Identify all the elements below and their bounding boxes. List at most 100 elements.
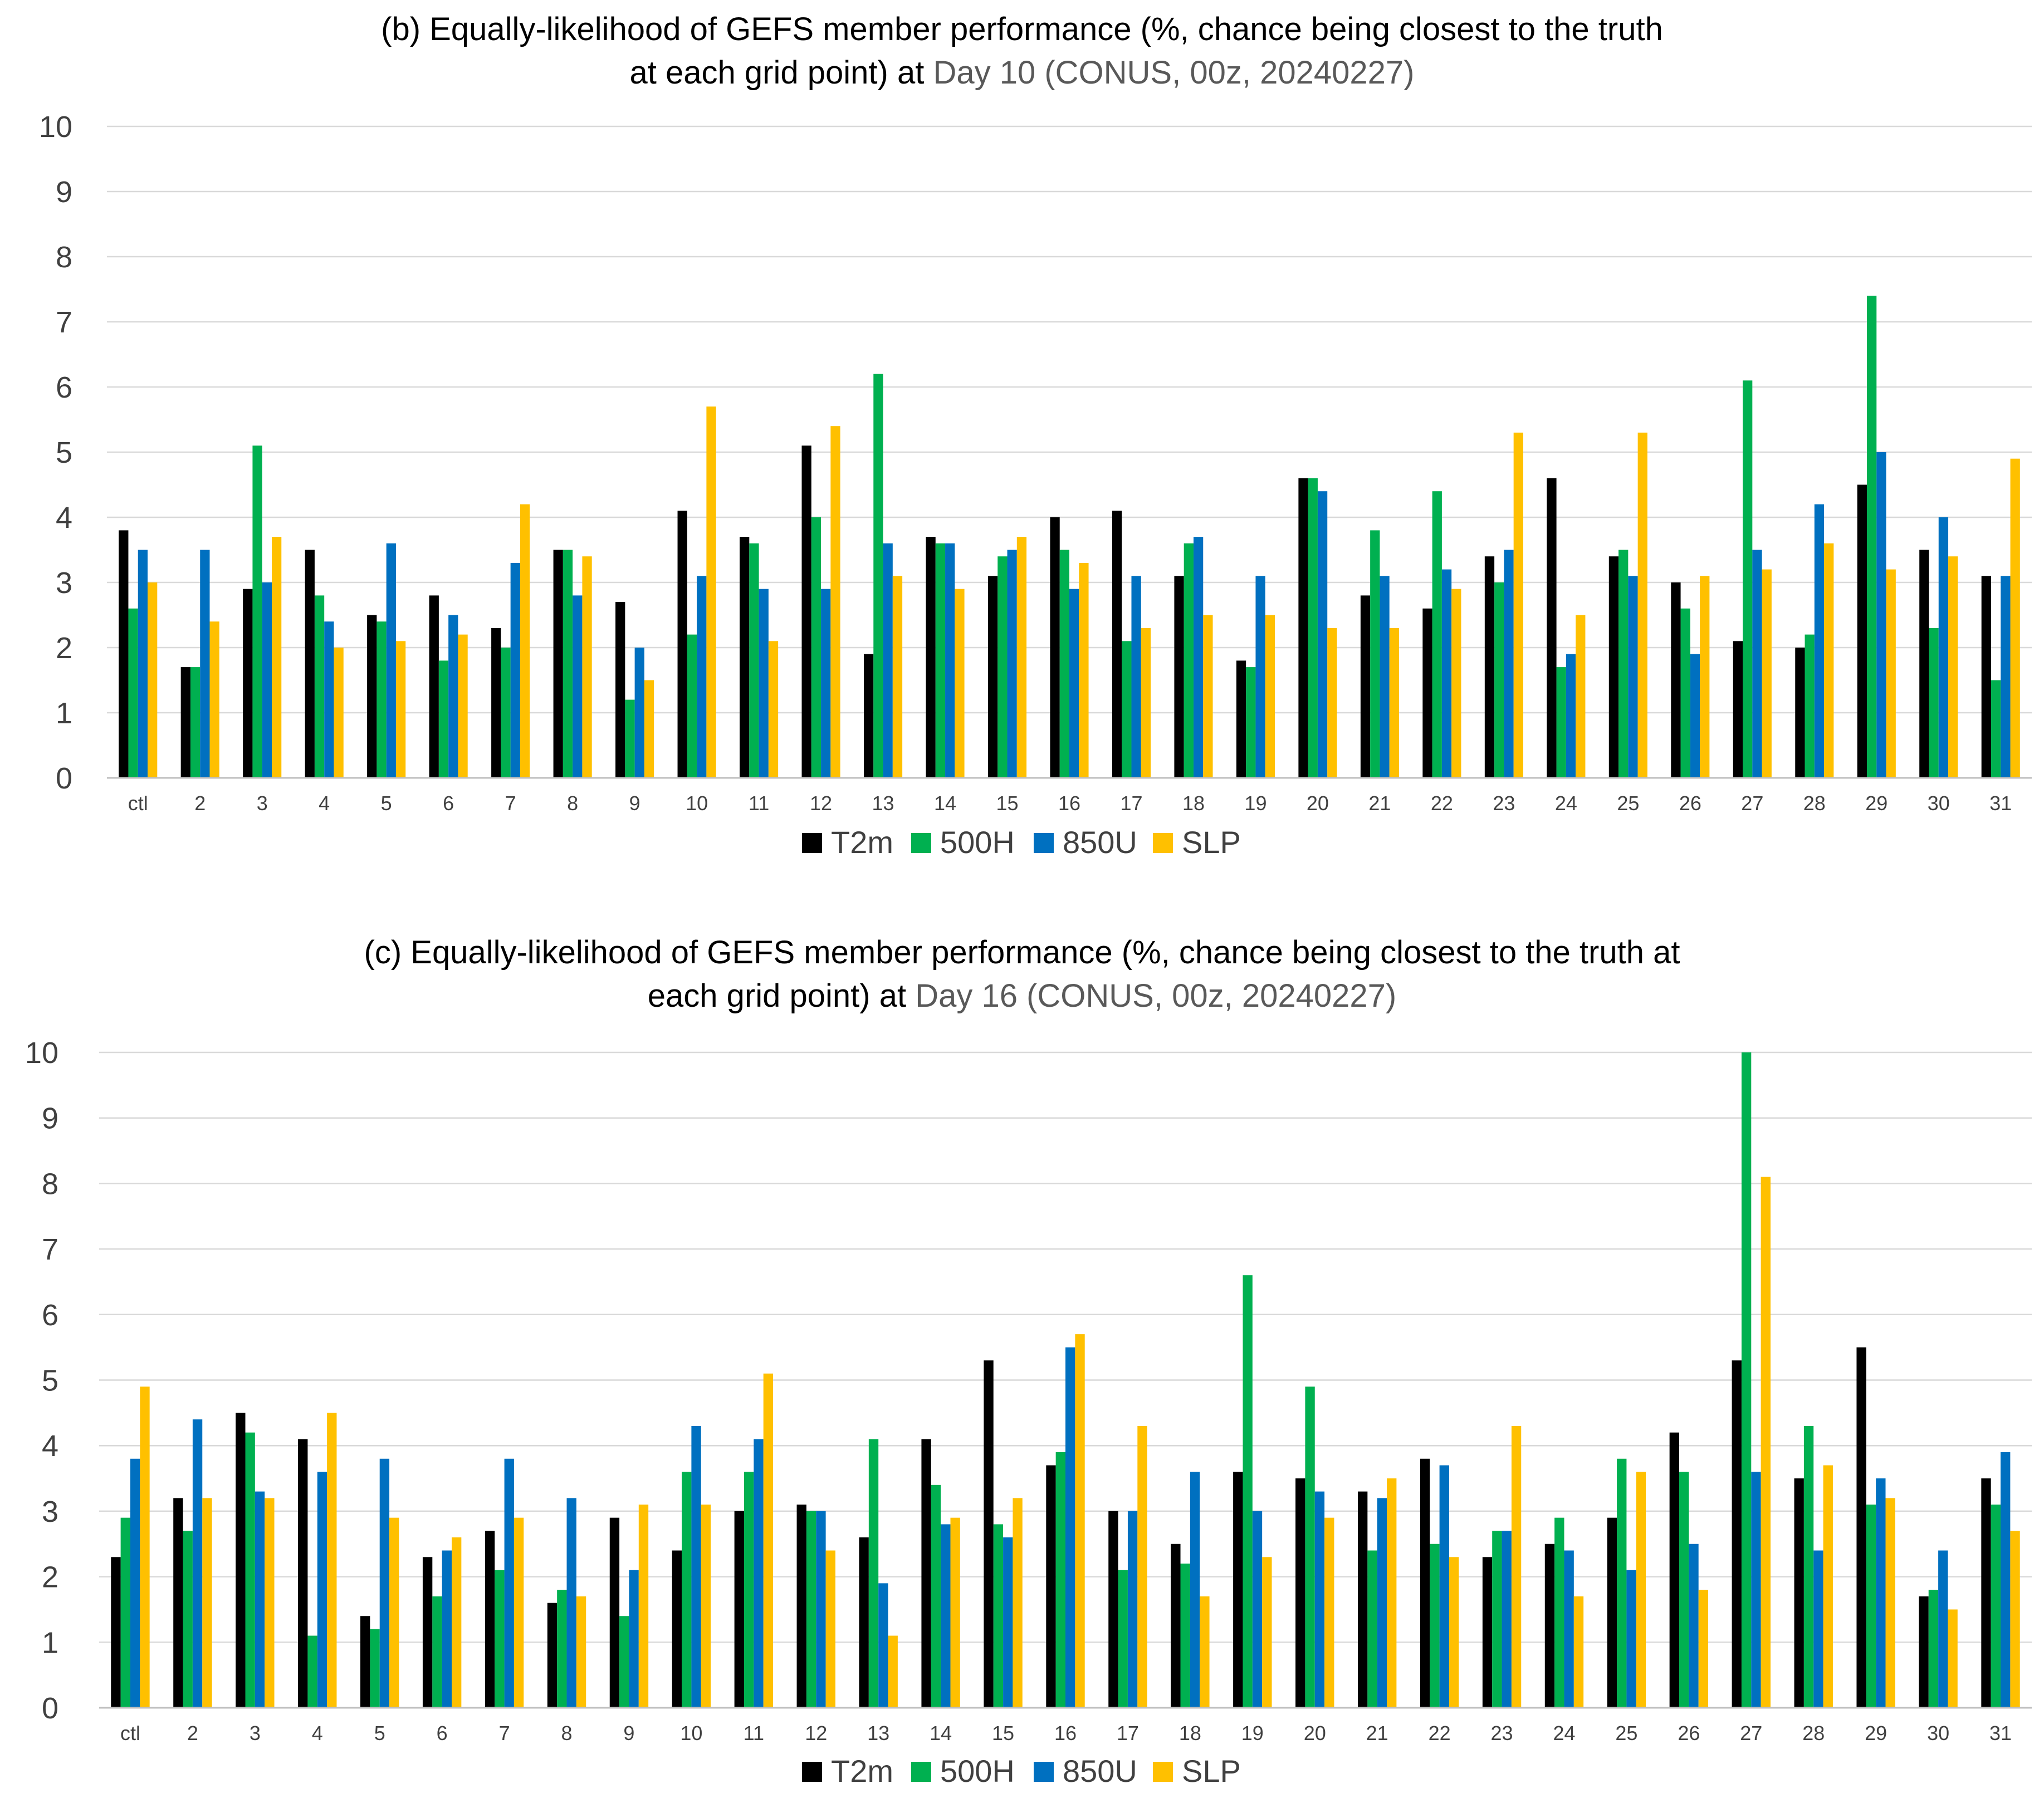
x-tick-label: 26 <box>1678 1722 1700 1745</box>
bar-t2m-12 <box>801 445 811 778</box>
bar-500h-15 <box>997 556 1008 778</box>
bar-850u-8 <box>573 595 583 778</box>
bar-t2m-28 <box>1794 1478 1804 1708</box>
bar-slp-18 <box>1200 1596 1210 1708</box>
bar-850u-20 <box>1317 491 1328 778</box>
bar-t2m-ctl <box>111 1557 121 1708</box>
bar-slp-4 <box>334 648 344 778</box>
bar-t2m-21 <box>1360 595 1371 778</box>
bar-850u-13 <box>878 1583 888 1708</box>
legend-swatch-t2m <box>802 833 822 853</box>
bar-t2m-2 <box>180 667 190 778</box>
x-tick-label: 9 <box>629 792 640 815</box>
x-tick-label: 30 <box>1928 792 1950 815</box>
bar-slp-26 <box>1698 1590 1709 1708</box>
bar-850u-23 <box>1502 1531 1512 1708</box>
bar-500h-28 <box>1805 634 1815 778</box>
bar-850u-27 <box>1752 550 1762 778</box>
bar-500h-31 <box>1991 1505 2001 1708</box>
bar-t2m-16 <box>1046 1465 1056 1708</box>
x-tick-label: 16 <box>1054 1722 1077 1745</box>
bar-slp-12 <box>830 426 840 778</box>
bar-t2m-28 <box>1795 648 1805 778</box>
bar-slp-28 <box>1824 543 1834 778</box>
y-tick-label: 2 <box>56 631 72 665</box>
bar-500h-7 <box>495 1570 505 1708</box>
x-tick-label: 15 <box>996 792 1018 815</box>
x-tick-label: 17 <box>1120 792 1142 815</box>
y-tick-label: 6 <box>42 1299 58 1332</box>
bar-t2m-31 <box>1981 1478 1991 1708</box>
bar-850u-25 <box>1628 576 1638 778</box>
bar-t2m-19 <box>1236 660 1246 778</box>
y-tick-label: 8 <box>56 241 72 274</box>
bar-slp-2 <box>209 621 219 778</box>
bar-850u-22 <box>1439 1465 1449 1708</box>
legend-swatch-t2m <box>802 1762 822 1782</box>
bar-850u-18 <box>1190 1472 1200 1708</box>
bar-t2m-15 <box>987 576 998 778</box>
bar-slp-19 <box>1265 615 1275 778</box>
x-tick-label: 19 <box>1244 792 1267 815</box>
x-tick-label: 17 <box>1117 1722 1139 1745</box>
x-tick-label: 10 <box>686 792 708 815</box>
bar-850u-25 <box>1626 1570 1636 1708</box>
bar-slp-30 <box>1948 1609 1958 1708</box>
bar-850u-ctl <box>130 1458 140 1708</box>
bar-500h-ctl <box>128 608 138 778</box>
bar-slp-2 <box>202 1498 212 1708</box>
bar-t2m-12 <box>796 1505 806 1708</box>
bar-t2m-23 <box>1482 1557 1493 1708</box>
bar-t2m-25 <box>1608 556 1619 778</box>
bar-slp-23 <box>1513 432 1523 778</box>
x-tick-label: 15 <box>992 1722 1014 1745</box>
chart-day16: (c) Equally-likelihood of GEFS member pe… <box>25 934 2032 1789</box>
bar-slp-6 <box>458 634 468 778</box>
bar-850u-12 <box>821 589 831 778</box>
bar-850u-23 <box>1504 550 1514 778</box>
bar-slp-28 <box>1823 1465 1833 1708</box>
bar-850u-7 <box>504 1458 514 1708</box>
y-tick-label: 7 <box>42 1233 58 1266</box>
bar-t2m-5 <box>360 1616 370 1708</box>
bar-500h-18 <box>1184 543 1194 778</box>
bar-850u-16 <box>1069 589 1079 778</box>
bar-500h-3 <box>252 445 262 778</box>
y-tick-label: 8 <box>42 1167 58 1201</box>
chart-day10: (b) Equally-likelihood of GEFS member pe… <box>39 11 2032 860</box>
y-tick-label: 5 <box>56 436 72 469</box>
bar-slp-15 <box>1013 1498 1023 1708</box>
x-tick-label: 11 <box>749 792 769 815</box>
bar-850u-8 <box>566 1498 576 1708</box>
bar-t2m-26 <box>1669 1432 1679 1708</box>
bar-slp-5 <box>395 641 406 778</box>
bar-500h-16 <box>1055 1452 1065 1708</box>
x-tick-label: 24 <box>1553 1722 1575 1745</box>
bar-slp-10 <box>706 406 716 778</box>
bar-t2m-30 <box>1919 550 1929 778</box>
bar-slp-21 <box>1387 1478 1397 1708</box>
bar-slp-13 <box>892 576 903 778</box>
chart-title-line2-highlight: Day 16 (CONUS, 00z, 20240227) <box>915 978 1396 1014</box>
bar-slp-27 <box>1761 1177 1771 1708</box>
legend-label-t2m: T2m <box>831 1753 893 1789</box>
y-tick-label: 6 <box>56 371 72 404</box>
chart-title-line2: at each grid point) at Day 10 (CONUS, 00… <box>630 55 1415 91</box>
bar-slp-ctl <box>140 1386 150 1708</box>
bar-850u-15 <box>1007 550 1017 778</box>
bar-t2m-13 <box>863 654 874 778</box>
bar-850u-2 <box>200 550 210 778</box>
x-tick-label: 3 <box>250 1722 261 1745</box>
bar-500h-22 <box>1432 491 1442 778</box>
bar-850u-22 <box>1441 569 1452 778</box>
bar-500h-9 <box>619 1616 629 1708</box>
bar-500h-21 <box>1367 1550 1377 1708</box>
chart-title-line1: (c) Equally-likelihood of GEFS member pe… <box>364 934 1680 971</box>
legend-label-slp: SLP <box>1182 1753 1241 1789</box>
bar-t2m-6 <box>422 1557 433 1708</box>
bar-850u-28 <box>1814 504 1825 778</box>
bar-850u-24 <box>1566 654 1576 778</box>
bar-t2m-5 <box>367 615 377 778</box>
chart-title-line2: each grid point) at Day 16 (CONUS, 00z, … <box>648 978 1396 1014</box>
bar-500h-15 <box>993 1524 1004 1708</box>
